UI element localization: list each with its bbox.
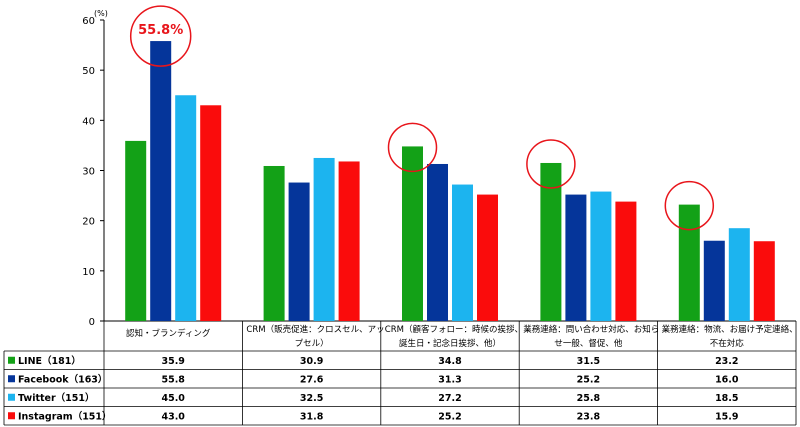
legend-swatch <box>8 412 15 420</box>
bar <box>263 165 285 321</box>
y-tick-label: 40 <box>82 116 95 127</box>
table-value: 32.5 <box>300 393 323 404</box>
annotations: 55.8% <box>129 5 715 231</box>
table-value: 23.8 <box>577 411 601 422</box>
legend-swatch <box>8 393 15 401</box>
table-value: 43.0 <box>161 411 185 422</box>
table-value: 27.6 <box>300 374 324 385</box>
highlight-circle <box>526 139 576 189</box>
legend-label: LINE（181） <box>18 355 81 367</box>
legend-label: Facebook（163） <box>18 373 107 385</box>
legend-swatch <box>8 375 15 383</box>
table-value: 25.8 <box>577 393 601 404</box>
table-value: 27.2 <box>438 393 461 404</box>
y-tick-label: 30 <box>82 167 95 178</box>
category-label: 誕生日・記念日挨拶、他） <box>399 338 501 349</box>
bar <box>200 105 222 322</box>
table-value: 18.5 <box>715 393 738 404</box>
category-label: CRM（顧客フォロー：時候の挨拶、 <box>385 324 523 335</box>
bar <box>565 194 587 321</box>
category-label: せ一般、督促、他 <box>554 338 623 349</box>
y-tick-label: 60 <box>82 16 95 27</box>
y-tick-label: 20 <box>82 217 95 228</box>
table-value: 23.2 <box>715 356 738 367</box>
bar <box>452 184 473 321</box>
bar <box>288 182 310 321</box>
highlight-circle <box>387 122 438 173</box>
bar <box>402 146 423 321</box>
y-tick-label: 0 <box>89 317 95 328</box>
bar <box>313 157 335 321</box>
highlight-circle <box>664 180 715 231</box>
bar <box>728 228 750 321</box>
category-label: 認知・ブランディング <box>126 328 211 339</box>
table-value: 25.2 <box>577 374 600 385</box>
table-value: 30.9 <box>300 356 323 367</box>
category-label: 不在対応 <box>710 338 745 349</box>
legend-label: Twitter（151） <box>18 392 95 404</box>
highlight-circle <box>129 5 192 67</box>
bar <box>125 140 147 321</box>
legend-label: Instagram（151） <box>18 410 112 422</box>
y-axis: 0 10 20 30 40 50 60(%) <box>82 9 108 328</box>
bar <box>590 191 612 321</box>
table-value: 55.8 <box>161 374 185 385</box>
legend-swatch <box>8 356 15 364</box>
bar <box>615 201 637 321</box>
table-value: 15.9 <box>715 411 738 422</box>
table-value: 34.8 <box>438 356 462 367</box>
table-value: 25.2 <box>438 411 461 422</box>
category-label: CRM（販売促進：クロスセル、アッ <box>246 324 384 335</box>
bars <box>125 41 775 322</box>
category-label: 業務連絡：物流、お届け予定連絡、 <box>662 324 798 335</box>
table-value: 31.8 <box>300 411 324 422</box>
table-value: 31.5 <box>577 356 600 367</box>
bar <box>540 162 562 321</box>
bar <box>678 204 700 321</box>
bar <box>338 161 360 321</box>
bar <box>150 41 172 321</box>
annotation-label: 55.8% <box>138 23 183 38</box>
table-value: 16.0 <box>715 374 739 385</box>
table-value: 31.3 <box>438 374 461 385</box>
y-tick-label: 10 <box>82 267 95 278</box>
bar <box>477 194 498 321</box>
y-unit-label: (%) <box>94 9 108 18</box>
bar <box>427 163 448 321</box>
table-value: 35.9 <box>161 356 184 367</box>
y-tick-label: 50 <box>82 66 95 77</box>
bar <box>753 241 775 321</box>
category-label: 業務連絡：問い合わせ対応、お知ら <box>523 324 659 335</box>
category-label: プセル） <box>295 338 329 349</box>
bar <box>703 240 725 321</box>
bar <box>175 95 197 321</box>
table-value: 45.0 <box>161 393 185 404</box>
